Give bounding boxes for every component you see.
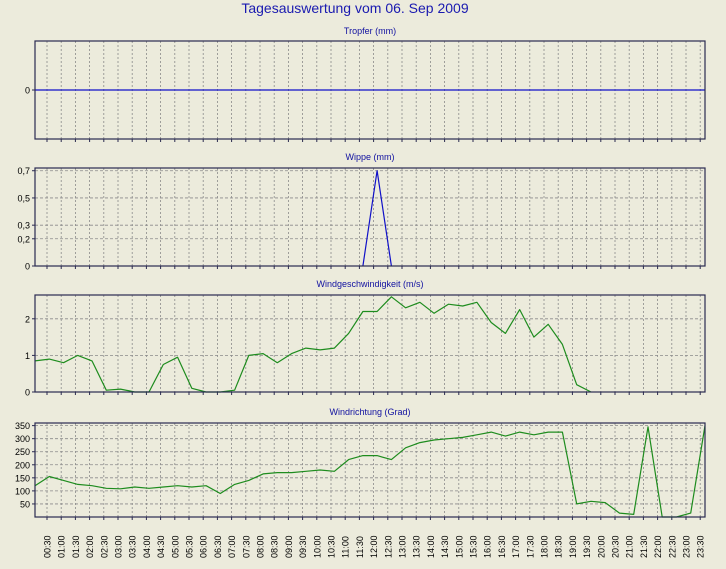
x-tick-label: 06:00 <box>199 535 209 558</box>
x-tick-label: 13:30 <box>412 535 422 558</box>
x-tick-label: 00:30 <box>43 535 53 558</box>
x-tick-label: 18:30 <box>554 535 564 558</box>
plot-frame <box>34 167 706 267</box>
x-tick-label: 06:30 <box>213 535 223 558</box>
x-tick-label: 22:30 <box>667 535 677 558</box>
x-tick-label: 09:00 <box>284 535 294 558</box>
plot-frame <box>34 422 706 518</box>
panel-title: Windrichtung (Grad) <box>329 407 410 417</box>
y-tick-label: 0,2 <box>17 234 30 244</box>
y-tick-label: 0,7 <box>17 166 30 176</box>
x-tick-label: 15:00 <box>454 535 464 558</box>
panel-title: Tropfer (mm) <box>344 26 396 36</box>
plot-frame <box>34 294 706 393</box>
chart-title: Tagesauswertung vom 06. Sep 2009 <box>241 0 468 16</box>
y-tick-label: 50 <box>20 499 30 509</box>
x-tick-label: 07:00 <box>227 535 237 558</box>
series-line <box>34 425 706 518</box>
chart-panels: Tropfer (mm) 0 Wippe (mm) 0 0,2 0,3 0,5 0,7 Wind… <box>15 26 706 520</box>
x-tick-label: 14:30 <box>440 535 450 558</box>
x-tick-label: 09:30 <box>298 535 308 558</box>
y-tick-label: 1 <box>25 351 30 361</box>
y-tick-label: 200 <box>15 460 30 470</box>
x-tick-label: 12:30 <box>383 535 393 558</box>
chart-panel-3: Windgeschwindigkeit (m/s) 0 1 2 <box>25 279 706 398</box>
chart-panel-4: Windrichtung (Grad) 50 100 150 200 250 300 350 <box>15 407 706 520</box>
x-tick-label: 02:30 <box>99 535 109 558</box>
x-tick-label: 10:00 <box>312 535 322 558</box>
x-tick-label: 11:30 <box>355 536 365 558</box>
x-tick-label: 11:00 <box>341 536 351 558</box>
y-tick-label: 0,3 <box>17 221 30 231</box>
x-tick-label: 01:00 <box>57 535 67 558</box>
series-line <box>34 296 592 393</box>
x-tick-label: 17:30 <box>525 535 535 558</box>
y-tick-label: 250 <box>15 447 30 457</box>
x-tick-label: 17:00 <box>511 535 521 558</box>
y-tick-label: 100 <box>15 486 30 496</box>
panel-title: Windgeschwindigkeit (m/s) <box>316 279 423 289</box>
x-tick-label: 18:00 <box>540 535 550 558</box>
chart-panel-1: Tropfer (mm) 0 <box>25 26 706 142</box>
x-tick-label: 12:00 <box>369 535 379 558</box>
x-tick-label: 01:30 <box>71 535 81 558</box>
chart-panel-2: Wippe (mm) 0 0,2 0,3 0,5 0,7 <box>17 152 706 272</box>
x-tick-label: 10:30 <box>327 535 337 558</box>
y-tick-label: 2 <box>25 314 30 324</box>
x-axis: 00:30 01:00 01:30 02:00 02:30 03:00 03:30 04:00… <box>43 535 706 558</box>
x-tick-label: 22:00 <box>653 535 663 558</box>
x-tick-label: 19:00 <box>568 535 578 558</box>
x-tick-label: 04:00 <box>142 535 152 558</box>
x-tick-label: 14:00 <box>426 535 436 558</box>
x-tick-label: 19:30 <box>582 535 592 558</box>
x-tick-label: 07:30 <box>241 535 251 558</box>
x-tick-label: 15:30 <box>469 535 479 558</box>
x-tick-label: 05:00 <box>170 535 180 558</box>
x-tick-label: 20:00 <box>596 535 606 558</box>
x-tick-label: 16:00 <box>483 535 493 558</box>
x-tick-label: 08:30 <box>270 535 280 558</box>
x-tick-label: 21:30 <box>639 535 649 558</box>
y-tick-label: 0,5 <box>17 193 30 203</box>
x-tick-label: 23:00 <box>682 535 692 558</box>
series-line <box>362 170 392 267</box>
y-tick-label: 350 <box>15 421 30 431</box>
x-tick-label: 04:30 <box>156 535 166 558</box>
plot-area <box>35 295 705 392</box>
x-tick-label: 03:30 <box>128 535 138 558</box>
panel-title: Wippe (mm) <box>346 152 395 162</box>
y-tick-label: 0 <box>25 262 30 272</box>
y-tick-label: 150 <box>15 473 30 483</box>
x-tick-label: 20:30 <box>611 535 621 558</box>
x-tick-label: 08:00 <box>256 535 266 558</box>
y-tick-label: 0 <box>25 86 30 96</box>
y-tick-label: 300 <box>15 434 30 444</box>
y-tick-label: 0 <box>25 388 30 398</box>
x-tick-label: 03:00 <box>114 535 124 558</box>
x-tick-label: 21:00 <box>625 535 635 558</box>
x-tick-label: 13:00 <box>398 535 408 558</box>
x-tick-label: 16:30 <box>497 535 507 558</box>
plot-frame <box>34 40 706 140</box>
x-tick-label: 23:30 <box>696 535 706 558</box>
x-tick-label: 05:30 <box>185 535 195 558</box>
x-tick-label: 02:00 <box>85 535 95 558</box>
